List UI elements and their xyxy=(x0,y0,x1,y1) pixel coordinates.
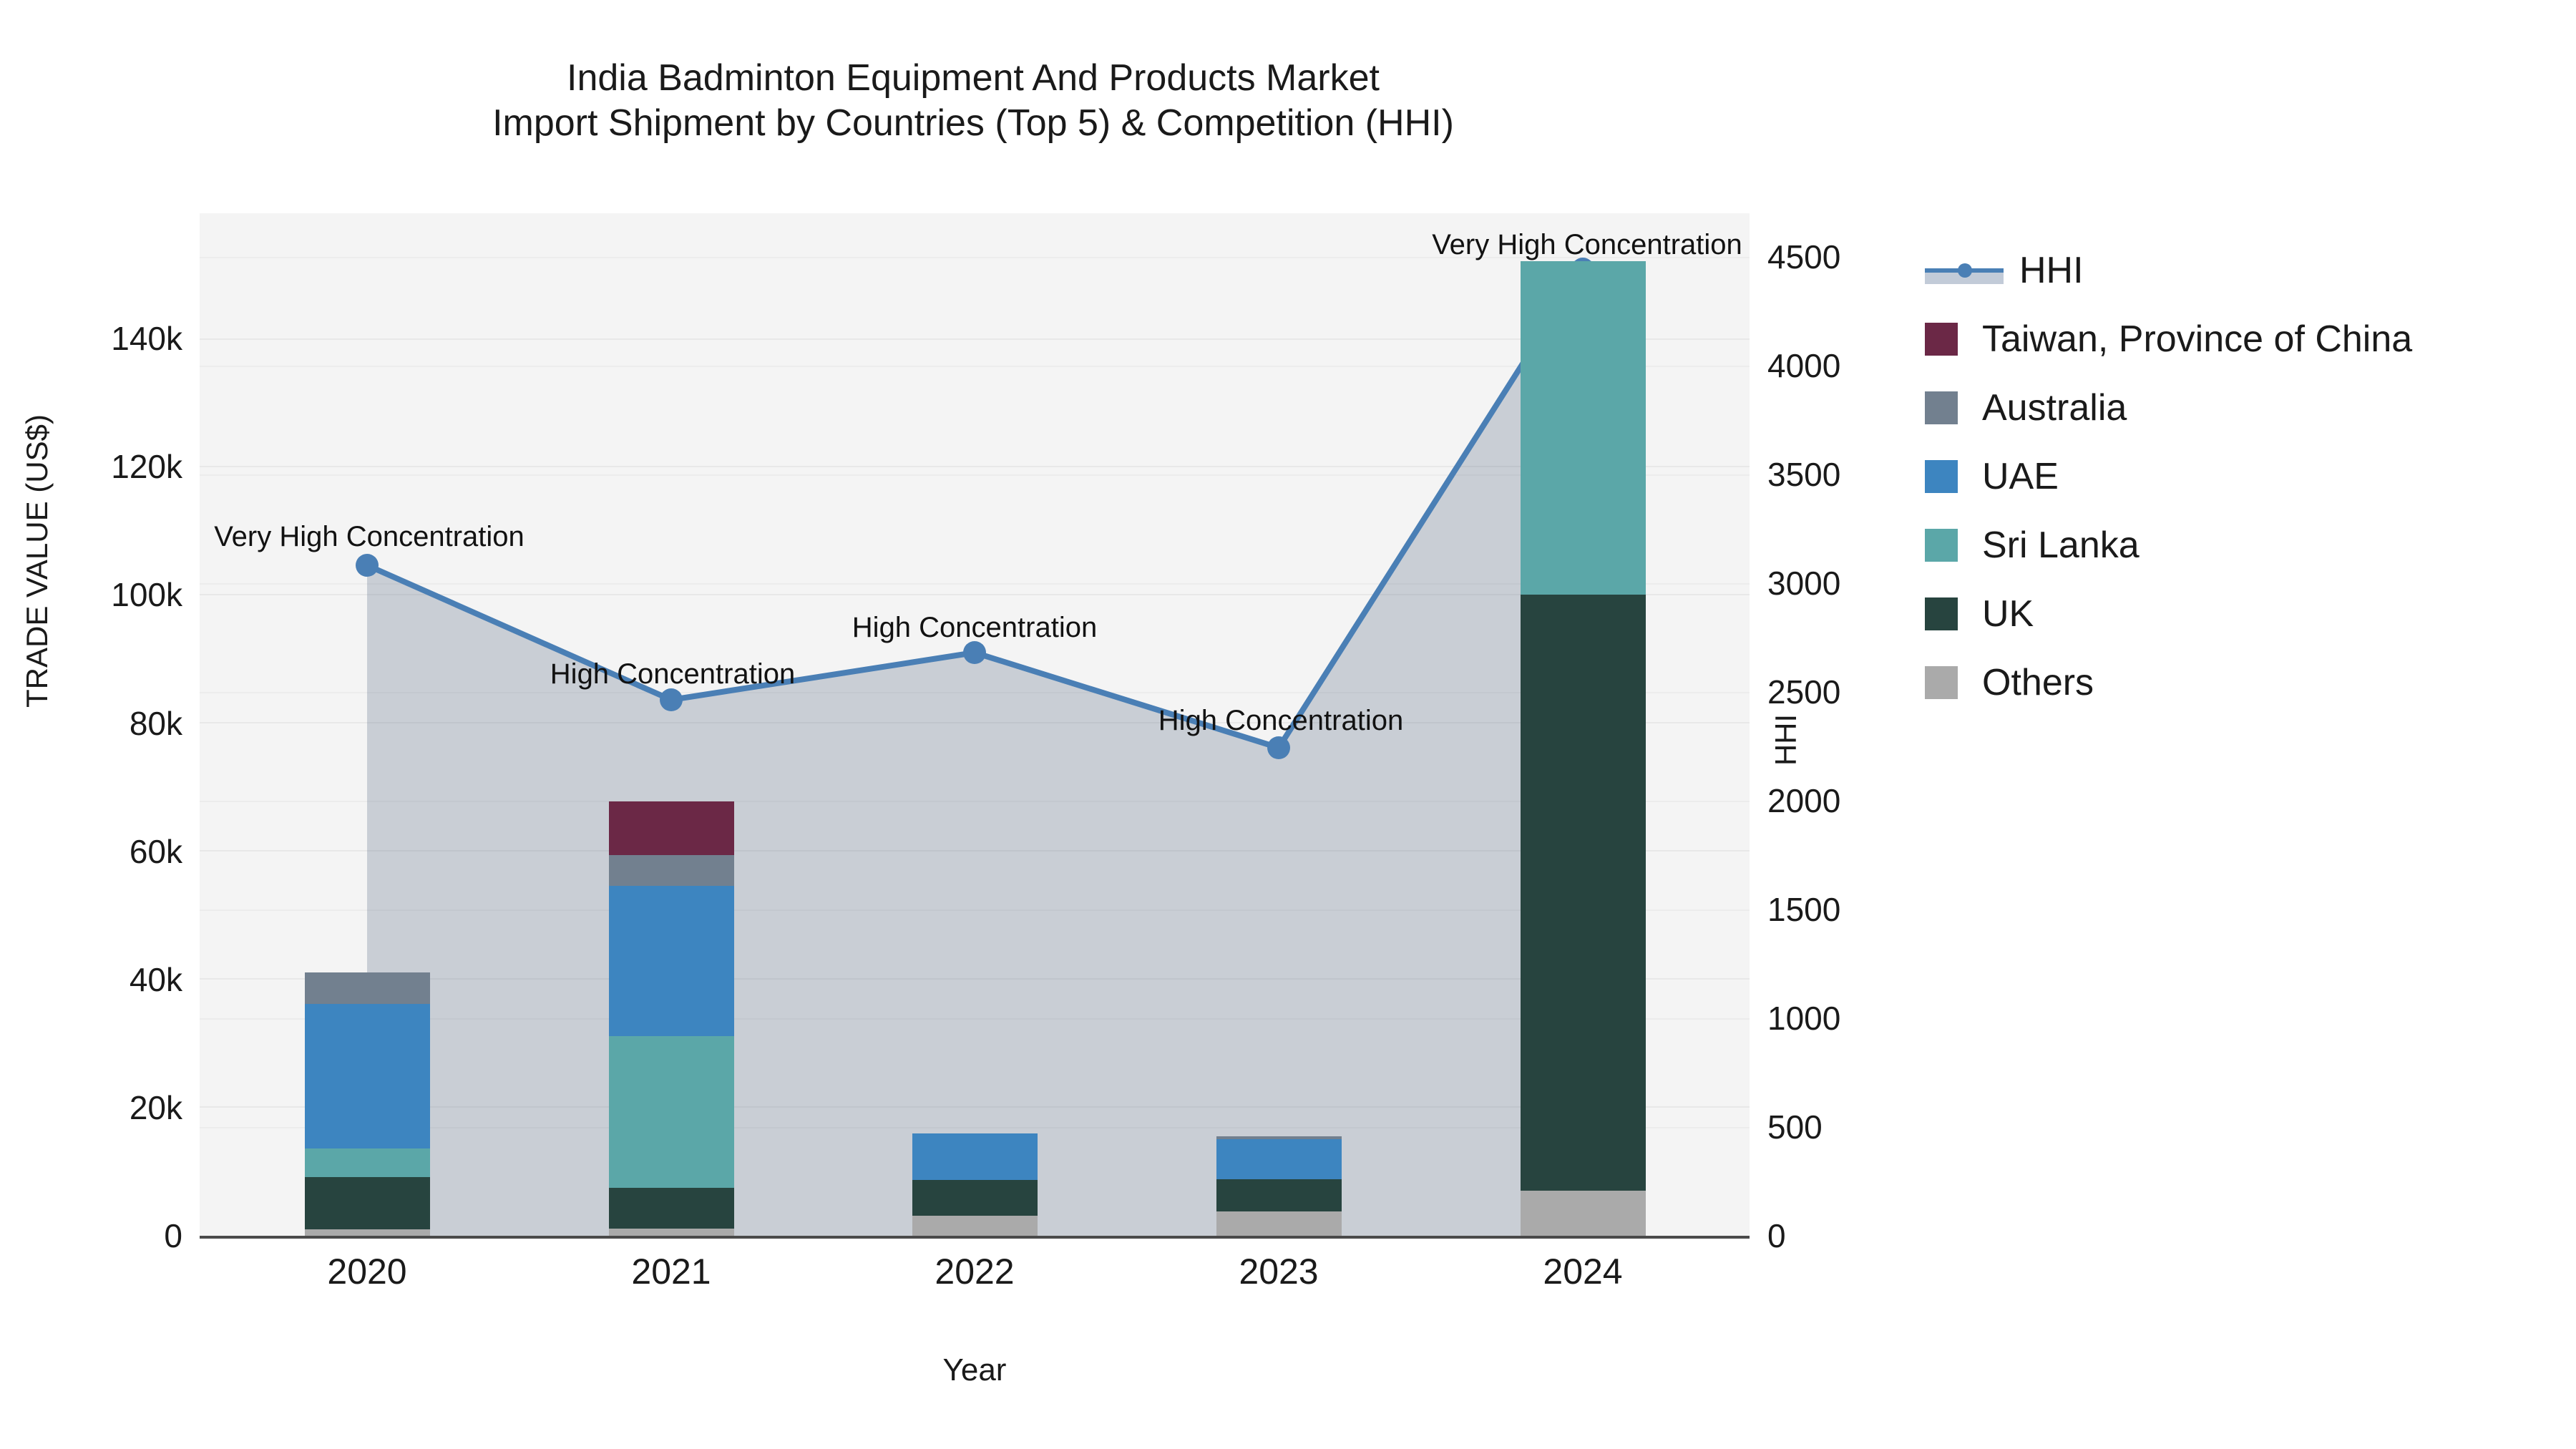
hhi-line-swatch-icon xyxy=(1925,254,2004,287)
y-tick-left-120k: 120k xyxy=(111,448,182,485)
bar-segment-uk-2024[interactable] xyxy=(1521,595,1646,1191)
bar-group-2020[interactable] xyxy=(305,972,430,1236)
bar-group-2022[interactable] xyxy=(912,1133,1038,1236)
hhi-marker-2022 xyxy=(963,641,986,664)
bar-segment-australia-2020[interactable] xyxy=(305,972,430,1004)
bar-segment-australia-2021[interactable] xyxy=(609,855,734,886)
y-tick-left-60k: 60k xyxy=(129,833,182,870)
y-tick-left-140k: 140k xyxy=(111,320,182,357)
legend-item-uae[interactable]: UAE xyxy=(1925,442,2555,511)
legend-swatch-taiwan-icon xyxy=(1925,323,1958,356)
y-tick-right-2000: 2000 xyxy=(1767,782,1841,819)
y-tick-right-2500: 2500 xyxy=(1767,673,1841,711)
legend-label-uk: UK xyxy=(1982,593,2034,635)
y-tick-left-0: 0 xyxy=(164,1217,182,1254)
bar-segment-uk-2023[interactable] xyxy=(1216,1179,1342,1211)
x-tick-2024: 2024 xyxy=(1543,1252,1623,1292)
bar-segment-sri-lanka-2024[interactable] xyxy=(1521,261,1646,595)
x-axis-label: Year xyxy=(942,1352,1007,1387)
bar-segment-uae-2020[interactable] xyxy=(305,1004,430,1148)
annotation-2023: High Concentration xyxy=(1158,705,1404,736)
legend-label-sri-lanka: Sri Lanka xyxy=(1982,525,2140,566)
legend-label-australia: Australia xyxy=(1982,387,2127,429)
bar-segment-uk-2020[interactable] xyxy=(305,1177,430,1229)
y-tick-right-4500: 4500 xyxy=(1767,238,1841,275)
annotation-2020: Very High Concentration xyxy=(214,521,525,552)
legend-item-australia[interactable]: Australia xyxy=(1925,374,2555,442)
bar-group-2024[interactable] xyxy=(1521,261,1646,1236)
bar-segment-uae-2022[interactable] xyxy=(912,1133,1038,1180)
legend-item-uk[interactable]: UK xyxy=(1925,580,2555,648)
y-axis-label-right: HHI xyxy=(1769,713,1802,766)
legend-swatch-sri-lanka-icon xyxy=(1925,529,1958,562)
y-tick-left-100k: 100k xyxy=(111,576,182,613)
bar-segment-others-2020[interactable] xyxy=(305,1229,430,1236)
y-tick-right-4000: 4000 xyxy=(1767,347,1841,384)
y-tick-right-0: 0 xyxy=(1767,1217,1786,1254)
hhi-marker-2020 xyxy=(356,554,379,577)
legend-item-sri-lanka[interactable]: Sri Lanka xyxy=(1925,511,2555,580)
bar-segment-uk-2021[interactable] xyxy=(609,1188,734,1229)
x-tick-2022: 2022 xyxy=(935,1252,1015,1292)
y-axis-label-left: TRADE VALUE (US$) xyxy=(20,414,54,708)
legend-label-uae: UAE xyxy=(1982,456,2059,497)
bar-segment-uae-2023[interactable] xyxy=(1216,1139,1342,1179)
y-tick-left-20k: 20k xyxy=(129,1089,182,1126)
hhi-marker-2021 xyxy=(660,688,683,711)
y-tick-right-500: 500 xyxy=(1767,1108,1823,1146)
y-tick-right-3500: 3500 xyxy=(1767,456,1841,493)
bar-group-2023[interactable] xyxy=(1216,1136,1342,1236)
bar-segment-uk-2022[interactable] xyxy=(912,1180,1038,1216)
bar-segment-australia-2023[interactable] xyxy=(1216,1136,1342,1139)
legend-item-others[interactable]: Others xyxy=(1925,648,2555,717)
x-tick-2023: 2023 xyxy=(1239,1252,1319,1292)
gridlines xyxy=(200,213,1750,1236)
x-tick-2020: 2020 xyxy=(327,1252,407,1292)
hhi-marker-2023 xyxy=(1267,736,1290,759)
chart-title: India Badminton Equipment And Products M… xyxy=(0,56,1946,147)
legend-swatch-others-icon xyxy=(1925,666,1958,699)
y-tick-left-80k: 80k xyxy=(129,705,182,742)
y-tick-right-3000: 3000 xyxy=(1767,565,1841,602)
x-axis-line xyxy=(200,1236,1750,1239)
bar-segment-others-2022[interactable] xyxy=(912,1216,1038,1236)
annotation-2022: High Concentration xyxy=(852,612,1098,643)
chart-title-line-2: Import Shipment by Countries (Top 5) & C… xyxy=(492,102,1454,145)
legend-swatch-uk-icon xyxy=(1925,597,1958,630)
bar-group-2021[interactable] xyxy=(609,801,734,1236)
y-tick-right-1000: 1000 xyxy=(1767,1000,1841,1037)
bar-segment-others-2021[interactable] xyxy=(609,1229,734,1236)
chart-title-line-1: India Badminton Equipment And Products M… xyxy=(567,57,1380,99)
bar-series-container xyxy=(200,213,1750,1236)
plot-area xyxy=(200,213,1750,1236)
y-tick-right-1500: 1500 xyxy=(1767,891,1841,928)
bar-segment-others-2024[interactable] xyxy=(1521,1191,1646,1236)
legend-item-taiwan[interactable]: Taiwan, Province of China xyxy=(1925,305,2555,374)
annotation-2024: Very High Concentration xyxy=(1432,229,1742,260)
bar-segment-others-2023[interactable] xyxy=(1216,1211,1342,1236)
bar-segment-uae-2021[interactable] xyxy=(609,886,734,1036)
legend-label-taiwan: Taiwan, Province of China xyxy=(1982,318,2413,360)
bar-segment-taiwan-2021[interactable] xyxy=(609,801,734,855)
legend-item-hhi[interactable]: HHI xyxy=(1925,236,2555,305)
chart-legend: HHI Taiwan, Province of China Australia … xyxy=(1925,236,2555,717)
bar-segment-sri-lanka-2020[interactable] xyxy=(305,1148,430,1177)
y-tick-left-40k: 40k xyxy=(129,961,182,998)
legend-swatch-australia-icon xyxy=(1925,391,1958,424)
bar-segment-sri-lanka-2021[interactable] xyxy=(609,1036,734,1188)
legend-label-others: Others xyxy=(1982,662,2094,703)
legend-label-hhi: HHI xyxy=(2019,250,2084,291)
annotation-2021: High Concentration xyxy=(550,658,796,690)
x-tick-2021: 2021 xyxy=(631,1252,711,1292)
legend-swatch-uae-icon xyxy=(1925,460,1958,493)
